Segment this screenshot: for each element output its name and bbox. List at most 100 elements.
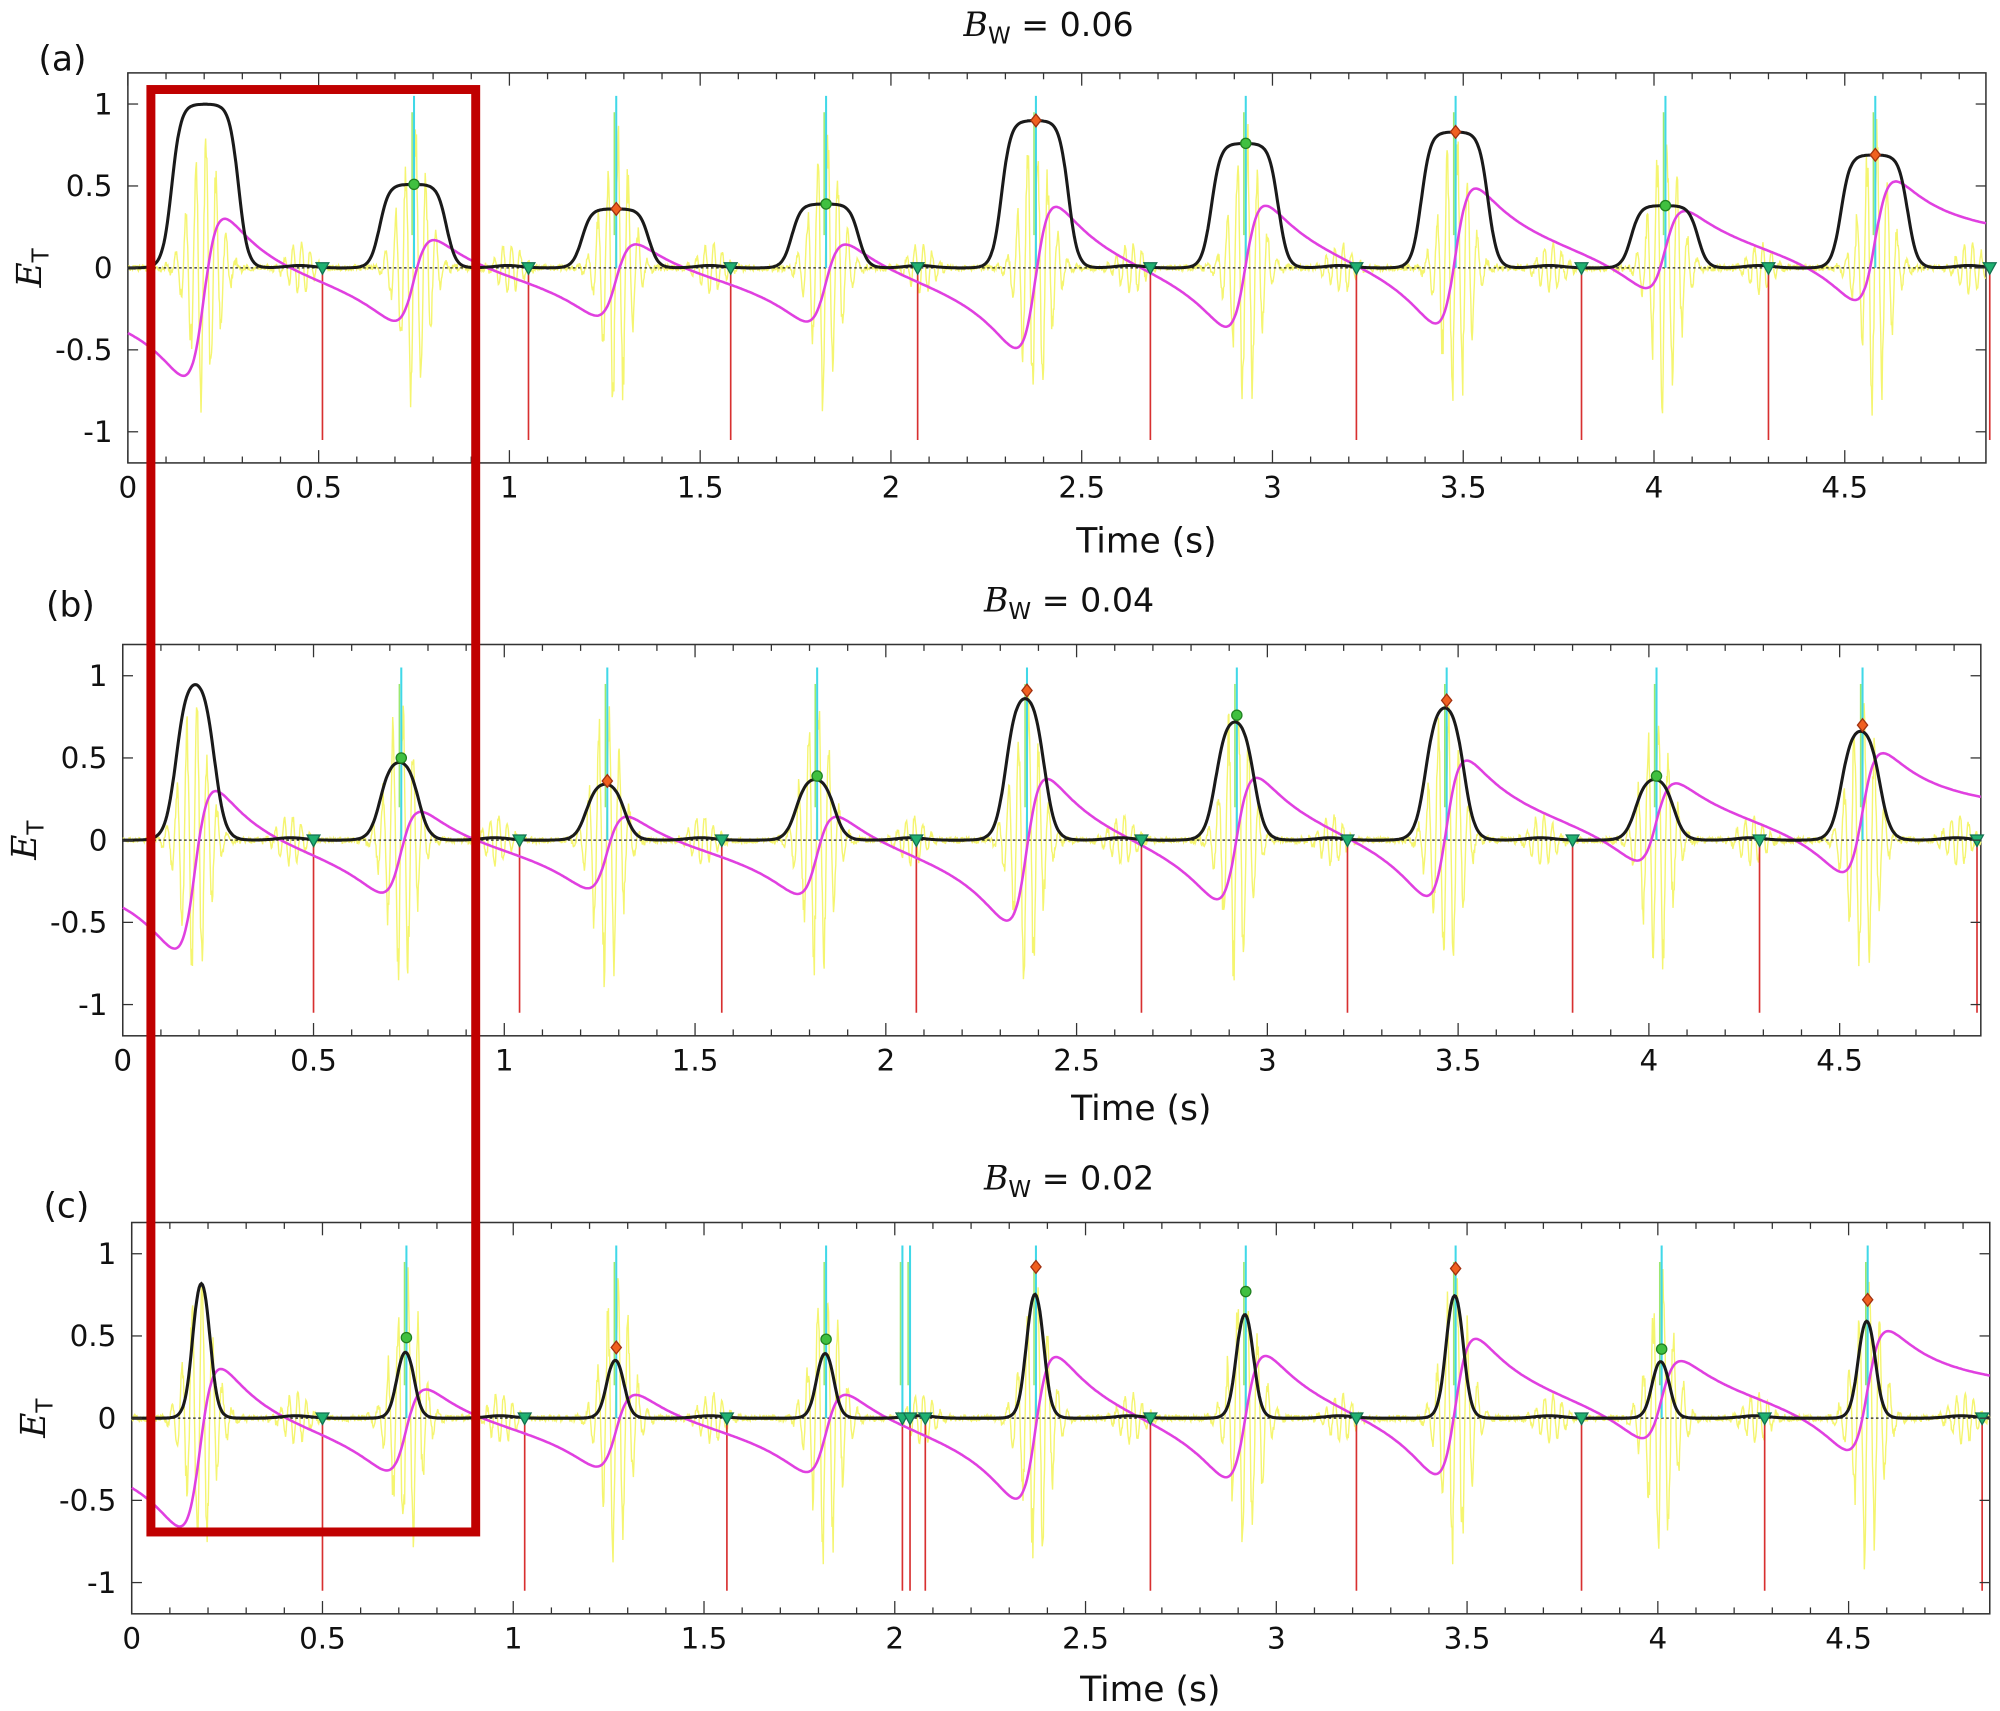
panel-c: 0 0.5 1 1.5 2 2.5 3 3.5 4 4.5 1 0.5 0 -0.5 -1 Time (s) E… [14, 1158, 1991, 1710]
title-var: B [983, 1158, 1008, 1197]
x-axis-label: Time (s) [1079, 1670, 1220, 1710]
peak-marker-green [1240, 137, 1252, 150]
onset-marker [723, 262, 739, 276]
x-tick-label: 0 [113, 1043, 132, 1077]
y-tick-label: -0.5 [50, 906, 107, 940]
x-tick-label: 4.5 [1821, 470, 1868, 504]
peak-marker-orange [1869, 147, 1882, 163]
x-tick-label: 0.5 [295, 470, 342, 504]
x-tick-label: 1 [504, 1621, 523, 1655]
onset-marker [1340, 834, 1355, 848]
onset-marker [1574, 1412, 1590, 1426]
panel-label: (a) [38, 39, 86, 79]
x-tick-label: 3.5 [1435, 1043, 1482, 1077]
x-tick-label: 4 [1648, 1621, 1667, 1655]
y-axis-label: ET [10, 247, 55, 288]
peak-marker-orange [610, 1340, 623, 1355]
peak-marker-orange [610, 201, 623, 217]
onset-marker [902, 1412, 918, 1426]
onset-marker [512, 834, 528, 848]
title-var: B [963, 5, 988, 44]
onset-marker [1133, 834, 1149, 848]
peak-marker-green [1231, 709, 1243, 721]
onset-marker [1565, 834, 1581, 848]
onset-marker [517, 1412, 533, 1426]
derivative-line [127, 180, 1987, 378]
peak-marker-green [820, 1333, 832, 1345]
x-tick-label: 3 [1267, 1621, 1286, 1655]
y-axis-label-var: E [5, 835, 45, 861]
title-sub: W [1008, 1177, 1031, 1203]
onset-marker [1982, 262, 1998, 276]
y-tick-label: 1 [94, 87, 113, 121]
peak-marker-orange [1029, 112, 1042, 128]
onset-marker [521, 262, 536, 276]
panel-a: 0 0.5 1 1.5 2 2.5 3 3.5 4 4.5 1 0.5 0 -0.5 -1 Time (s) E… [10, 5, 1998, 561]
x-tick-label: 0 [119, 470, 138, 504]
x-tick-label: 2 [876, 1043, 895, 1077]
panel-title: BW = 0.02 [983, 1158, 1154, 1203]
derivative-line [131, 1329, 1991, 1528]
onset-marker [314, 262, 330, 276]
onset-marker [908, 834, 924, 848]
envelope-line [122, 683, 1981, 842]
y-tick-label: -0.5 [59, 1484, 116, 1518]
x-axis-label: Time (s) [1075, 521, 1216, 561]
title-value: = 0.06 [1011, 5, 1134, 44]
peak-marker-green [1655, 1343, 1668, 1355]
y-tick-label: 0.5 [70, 1319, 117, 1353]
envelope-line [127, 102, 1987, 270]
y-tick-label: 0 [98, 1401, 117, 1435]
peak-marker-orange [1856, 717, 1869, 733]
peak-marker-orange [1449, 124, 1462, 140]
peak-marker-orange [1861, 1292, 1874, 1308]
signal-line [127, 119, 1987, 416]
x-tick-label: 1.5 [677, 470, 724, 504]
x-tick-label: 2 [882, 470, 901, 504]
panel-label: (c) [43, 1186, 89, 1226]
peak-marker-orange [1030, 1259, 1042, 1275]
x-tick-label: 3 [1258, 1043, 1277, 1077]
y-axis-label-sub: T [32, 1398, 58, 1414]
panel-b: 0 0.5 1 1.5 2 2.5 3 3.5 4 4.5 1 0.5 0 -0.5 -1 Time (s) E… [5, 580, 1985, 1129]
x-tick-label: 2.5 [1062, 1621, 1109, 1655]
title-sub: W [988, 23, 1011, 49]
derivative-line [122, 751, 1981, 950]
panel-label: (b) [46, 585, 95, 625]
y-tick-label: 0 [89, 823, 108, 857]
onset-marker [1574, 262, 1589, 276]
x-tick-label: 0 [122, 1621, 141, 1655]
peak-marker-orange [1021, 683, 1033, 698]
onset-marker [719, 1412, 735, 1426]
x-tick-label: 2.5 [1053, 1043, 1100, 1077]
onset-marker [1142, 1412, 1158, 1426]
plot-frame [127, 72, 1987, 464]
onset-marker [714, 834, 730, 848]
y-axis-label-var: E [10, 262, 50, 288]
panel-title: BW = 0.06 [963, 5, 1134, 50]
highlight-box [146, 85, 481, 1537]
peak-marker-green [395, 752, 408, 764]
x-tick-label: 1.5 [672, 1043, 719, 1077]
x-tick-label: 4 [1640, 1043, 1659, 1077]
onset-marker [917, 1412, 933, 1426]
y-tick-label: 0.5 [61, 741, 108, 775]
onset-marker [306, 834, 322, 848]
peak-marker-green [400, 1331, 413, 1344]
title-value: = 0.02 [1031, 1158, 1154, 1197]
x-tick-label: 0.5 [299, 1621, 346, 1655]
y-tick-label: 0 [94, 251, 113, 285]
peak-marker-green [1650, 770, 1663, 782]
x-tick-label: 4.5 [1825, 1621, 1872, 1655]
y-axis-label-sub: T [29, 247, 55, 263]
onset-marker [1348, 262, 1364, 276]
x-tick-label: 2 [885, 1621, 904, 1655]
onset-marker [1752, 834, 1768, 848]
x-tick-label: 4 [1645, 470, 1664, 504]
peak-marker-orange [1449, 1261, 1462, 1276]
onset-marker [1142, 262, 1158, 276]
peak-marker-green [1659, 199, 1672, 212]
peak-marker-green [1240, 1285, 1252, 1298]
y-tick-label: -0.5 [55, 333, 112, 367]
